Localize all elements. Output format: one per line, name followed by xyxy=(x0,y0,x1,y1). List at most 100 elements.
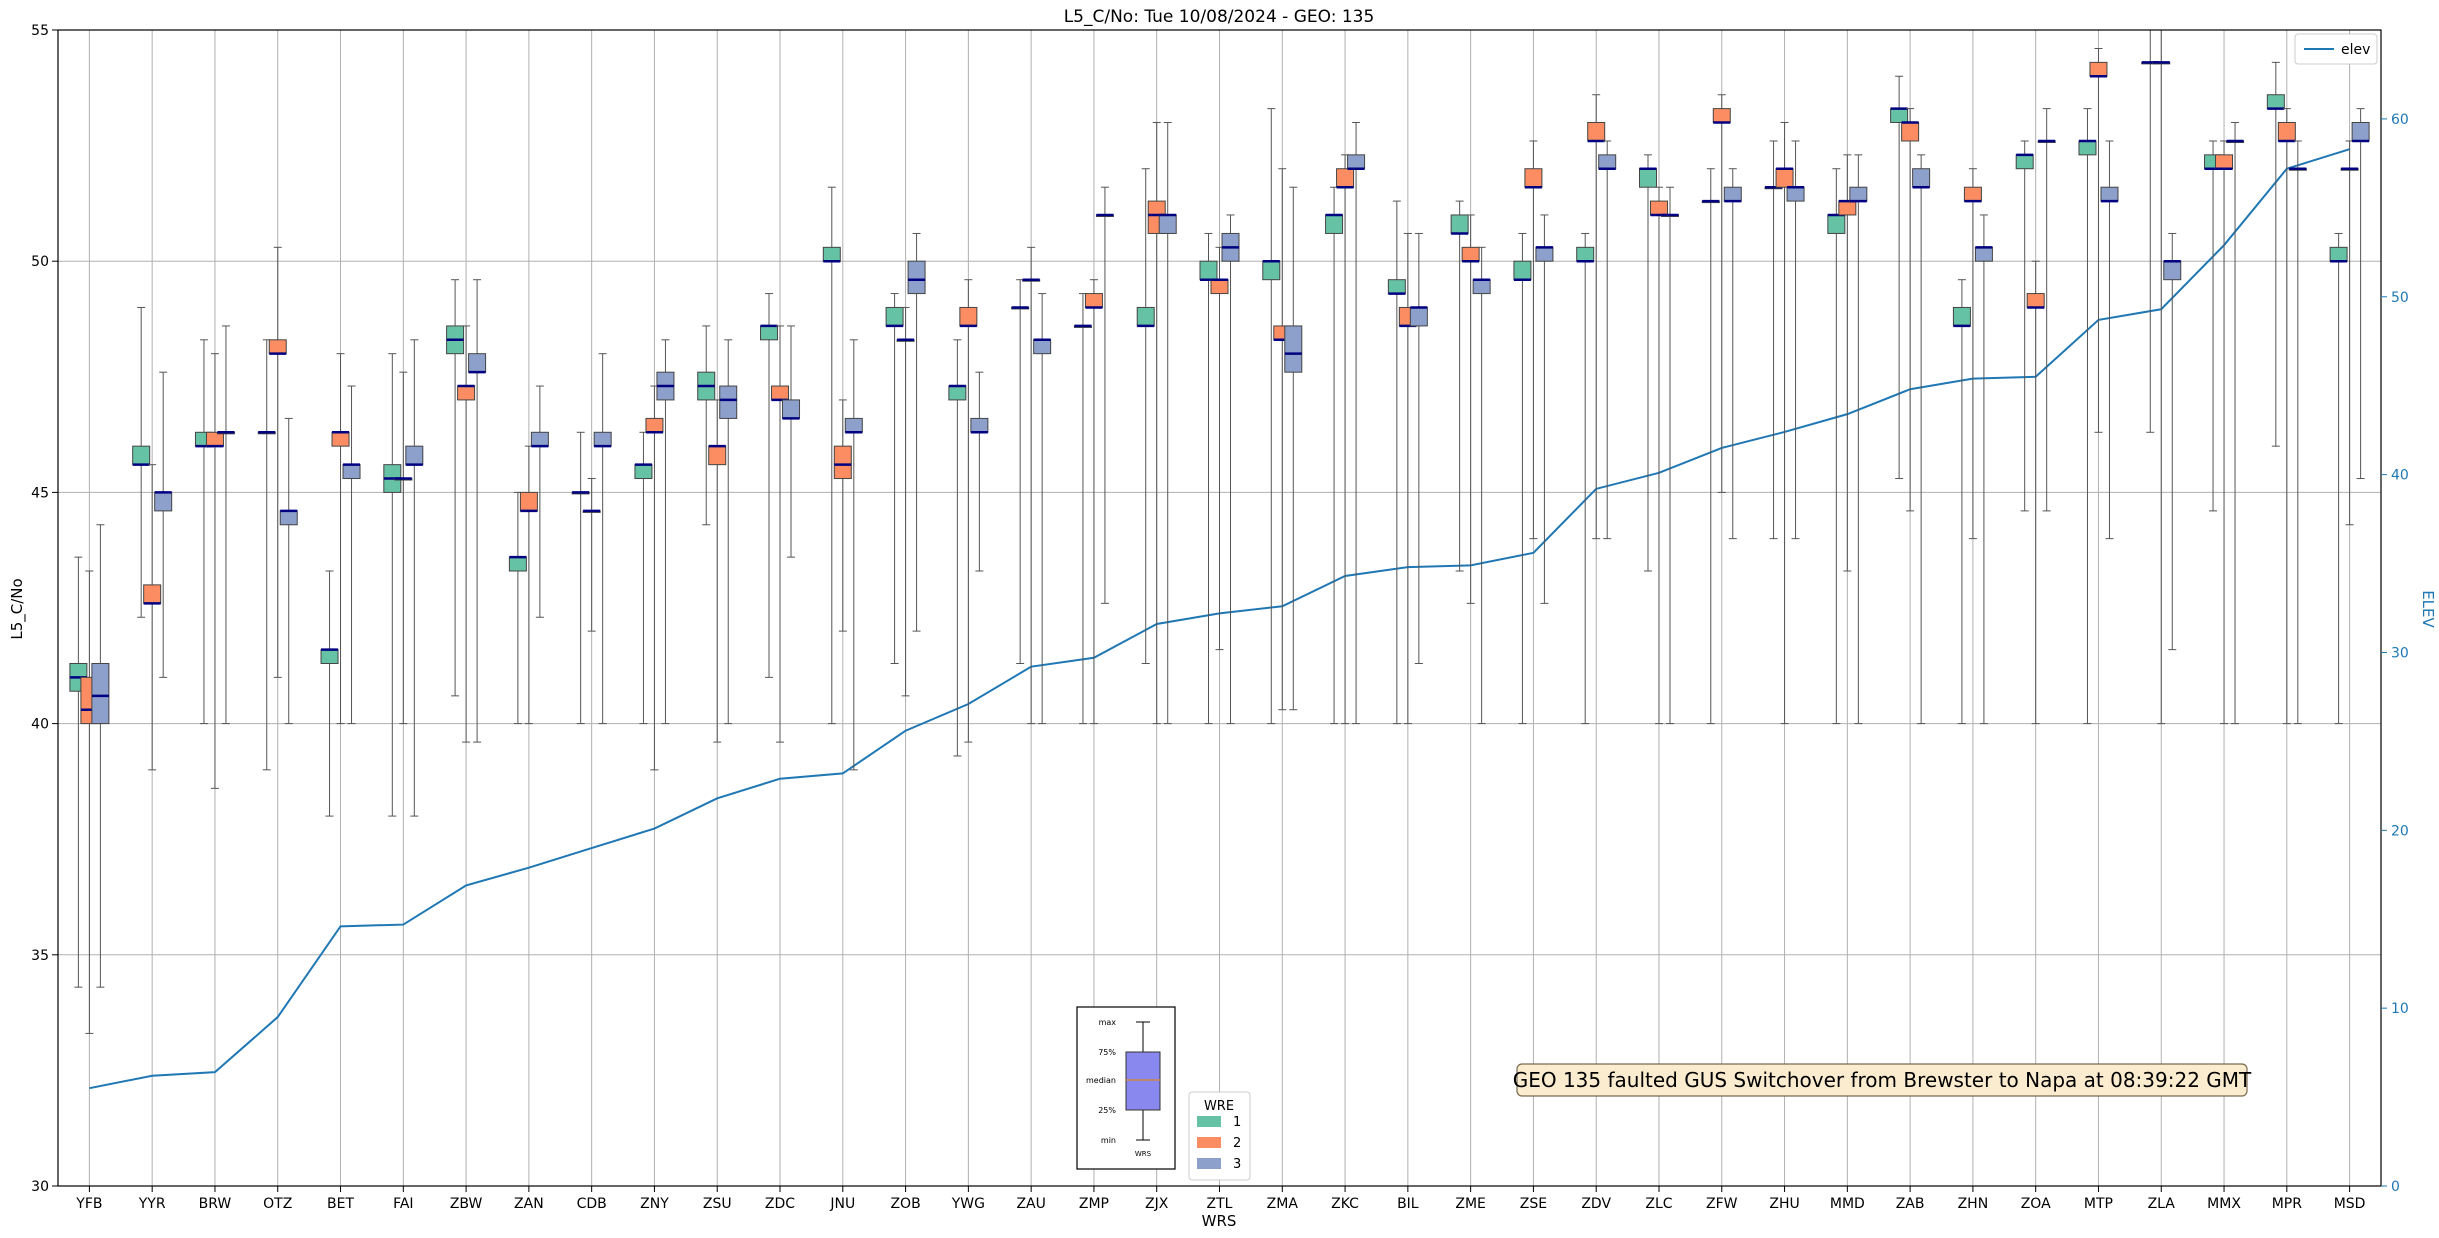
box-body xyxy=(634,464,653,480)
box-body xyxy=(760,325,779,341)
box-ZKC-wre2 xyxy=(1336,154,1355,725)
box-MMD-wre1 xyxy=(1827,168,1846,725)
y-tick-label: 50 xyxy=(31,254,49,270)
box-body xyxy=(1890,108,1909,123)
box-ZNY-wre3 xyxy=(656,339,675,725)
box-body xyxy=(1838,200,1857,216)
box-ZME-wre2 xyxy=(1461,214,1480,604)
box-YYR-wre2 xyxy=(143,464,162,771)
box-ZMP-wre2 xyxy=(1084,279,1103,725)
box-ZNY-wre2 xyxy=(645,385,664,771)
box-body xyxy=(279,510,298,526)
box-key-label-75: 75% xyxy=(1098,1048,1116,1057)
x-tick-label: CDB xyxy=(577,1196,607,1212)
box-ZSE-wre1 xyxy=(1513,232,1532,725)
wre-legend-title: WRE xyxy=(1204,1099,1234,1114)
y-tick-label: 30 xyxy=(31,1179,49,1195)
box-body xyxy=(1199,260,1218,281)
box-ZMP-wre1 xyxy=(1073,293,1092,725)
box-ZAB-wre2 xyxy=(1901,108,1920,512)
box-MPR-wre2 xyxy=(2277,108,2296,725)
y2-tick-label: 0 xyxy=(2391,1179,2400,1195)
box-CDB-wre3 xyxy=(593,353,612,725)
x-tick-label: ZLA xyxy=(2148,1196,2176,1212)
box-YYR-wre1 xyxy=(132,306,151,618)
x-axis-label: WRS xyxy=(1202,1212,1237,1230)
box-body xyxy=(1472,279,1491,295)
box-body xyxy=(519,491,538,512)
box-body xyxy=(1587,121,1606,142)
box-body xyxy=(154,491,173,512)
box-key-label-25: 25% xyxy=(1098,1106,1116,1115)
box-MMD-wre3 xyxy=(1849,154,1868,725)
box-ZBW-wre3 xyxy=(468,279,487,743)
box-MSD-wre2 xyxy=(2340,140,2359,526)
box-body xyxy=(2089,61,2108,77)
box-body xyxy=(1524,168,1543,188)
box-body xyxy=(1576,246,1595,262)
elev-legend-label: elev xyxy=(2341,42,2370,58)
box-ZAN-wre3 xyxy=(530,385,549,618)
box-body xyxy=(2277,121,2296,142)
box-ZTL-wre1 xyxy=(1199,232,1218,725)
box-ZHU-wre3 xyxy=(1786,140,1805,540)
box-body xyxy=(1513,260,1532,281)
box-OTZ-wre2 xyxy=(268,246,287,678)
box-body xyxy=(508,556,527,572)
box-ZFW-wre1 xyxy=(1701,168,1720,725)
box-body xyxy=(1963,186,1982,202)
box-body xyxy=(2266,94,2285,110)
box-body xyxy=(1336,168,1355,188)
x-tick-label: ZAB xyxy=(1896,1196,1925,1212)
box-ZJX-wre1 xyxy=(1136,168,1155,664)
x-tick-label: FAI xyxy=(393,1196,413,1212)
box-body xyxy=(1912,168,1931,188)
box-key-label-max: max xyxy=(1099,1018,1117,1027)
x-tick-label: ZME xyxy=(1455,1196,1486,1212)
y-tick-label: 45 xyxy=(31,485,49,501)
box-body xyxy=(2078,140,2097,156)
x-tick-label: MTP xyxy=(2084,1196,2113,1212)
box-ZOB-wre2 xyxy=(896,306,915,697)
box-MSD-wre3 xyxy=(2351,108,2370,480)
box-body xyxy=(719,385,738,419)
y2-tick-label: 60 xyxy=(2391,112,2409,128)
box-ZOB-wre3 xyxy=(907,232,926,632)
box-body xyxy=(405,445,424,466)
box-ZFW-wre3 xyxy=(1723,168,1742,540)
box-ZME-wre3 xyxy=(1472,246,1491,725)
box-body xyxy=(1712,108,1731,123)
x-tick-label: ZTL xyxy=(1207,1196,1233,1212)
x-tick-label: ZAU xyxy=(1016,1196,1045,1212)
box-body xyxy=(530,431,549,447)
box-body xyxy=(1638,168,1657,188)
box-ZHU-wre1 xyxy=(1764,140,1783,540)
x-tick-label: ZSE xyxy=(1520,1196,1547,1212)
box-OTZ-wre3 xyxy=(279,417,298,725)
box-ZAU-wre1 xyxy=(1011,279,1030,664)
x-tick-label: ZMP xyxy=(1079,1196,1109,1212)
box-ZTL-wre3 xyxy=(1221,214,1240,725)
x-tick-label: ZHU xyxy=(1769,1196,1799,1212)
box-ZHU-wre2 xyxy=(1775,121,1794,725)
box-ZJX-wre3 xyxy=(1158,121,1177,725)
box-body xyxy=(320,649,339,664)
box-ZSU-wre1 xyxy=(697,325,716,526)
box-MSD-wre1 xyxy=(2329,232,2348,725)
box-key-box xyxy=(1125,1051,1161,1111)
box-body xyxy=(143,584,162,604)
box-body xyxy=(2351,121,2370,142)
box-MPR-wre1 xyxy=(2266,61,2285,447)
box-body xyxy=(1450,214,1469,234)
box-ZKC-wre3 xyxy=(1347,121,1366,725)
box-body xyxy=(1284,325,1303,373)
box-body xyxy=(1262,260,1281,281)
box-body xyxy=(205,431,224,447)
box-body xyxy=(2015,154,2034,170)
box-body xyxy=(1325,214,1344,234)
box-body xyxy=(342,464,361,480)
x-tick-label: MPR xyxy=(2272,1196,2303,1212)
box-ZDC-wre3 xyxy=(782,325,801,558)
box-body xyxy=(645,417,664,433)
